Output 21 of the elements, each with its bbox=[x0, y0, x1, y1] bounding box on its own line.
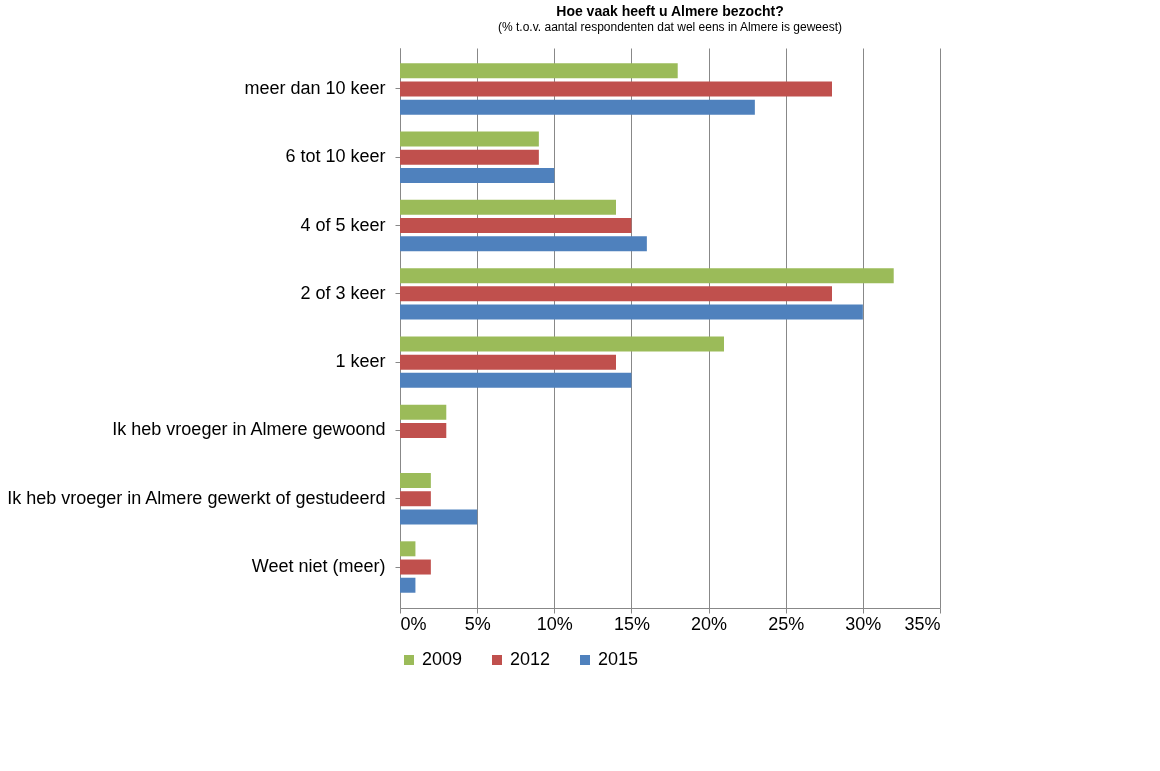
x-tick-label: 20% bbox=[691, 613, 728, 634]
x-tick-label: 30% bbox=[845, 613, 882, 634]
x-tick-label: 35% bbox=[904, 613, 941, 634]
y-tick-label: Ik heb vroeger in Almere gewoond bbox=[112, 419, 386, 440]
x-tick-label: 0% bbox=[400, 613, 427, 634]
y-tick-label: 4 of 5 keer bbox=[300, 214, 386, 235]
chart-title: Hoe vaak heeft u Almere bezocht? bbox=[556, 3, 784, 19]
legend-label: 2012 bbox=[510, 649, 551, 669]
x-tick-label: 15% bbox=[613, 613, 650, 634]
y-tick-label: 6 tot 10 keer bbox=[285, 146, 386, 167]
x-tick-label: 10% bbox=[536, 613, 573, 634]
y-tick-label: Weet niet (meer) bbox=[251, 556, 386, 577]
y-tick-label: 2 of 3 keer bbox=[300, 282, 386, 303]
legend-label: 2015 bbox=[598, 649, 639, 669]
y-tick-label: 1 keer bbox=[335, 351, 386, 372]
legend-label: 2009 bbox=[422, 649, 463, 669]
y-tick-label: Ik heb vroeger in Almere gewerkt of gestudeerd bbox=[7, 487, 386, 508]
x-tick-label: 5% bbox=[464, 613, 491, 634]
x-tick-label: 25% bbox=[768, 613, 805, 634]
chart-subtitle: (% t.o.v. aantal respondenten dat wel eens in Almere is geweest) bbox=[498, 20, 842, 34]
y-tick-label: meer dan 10 keer bbox=[244, 77, 386, 98]
